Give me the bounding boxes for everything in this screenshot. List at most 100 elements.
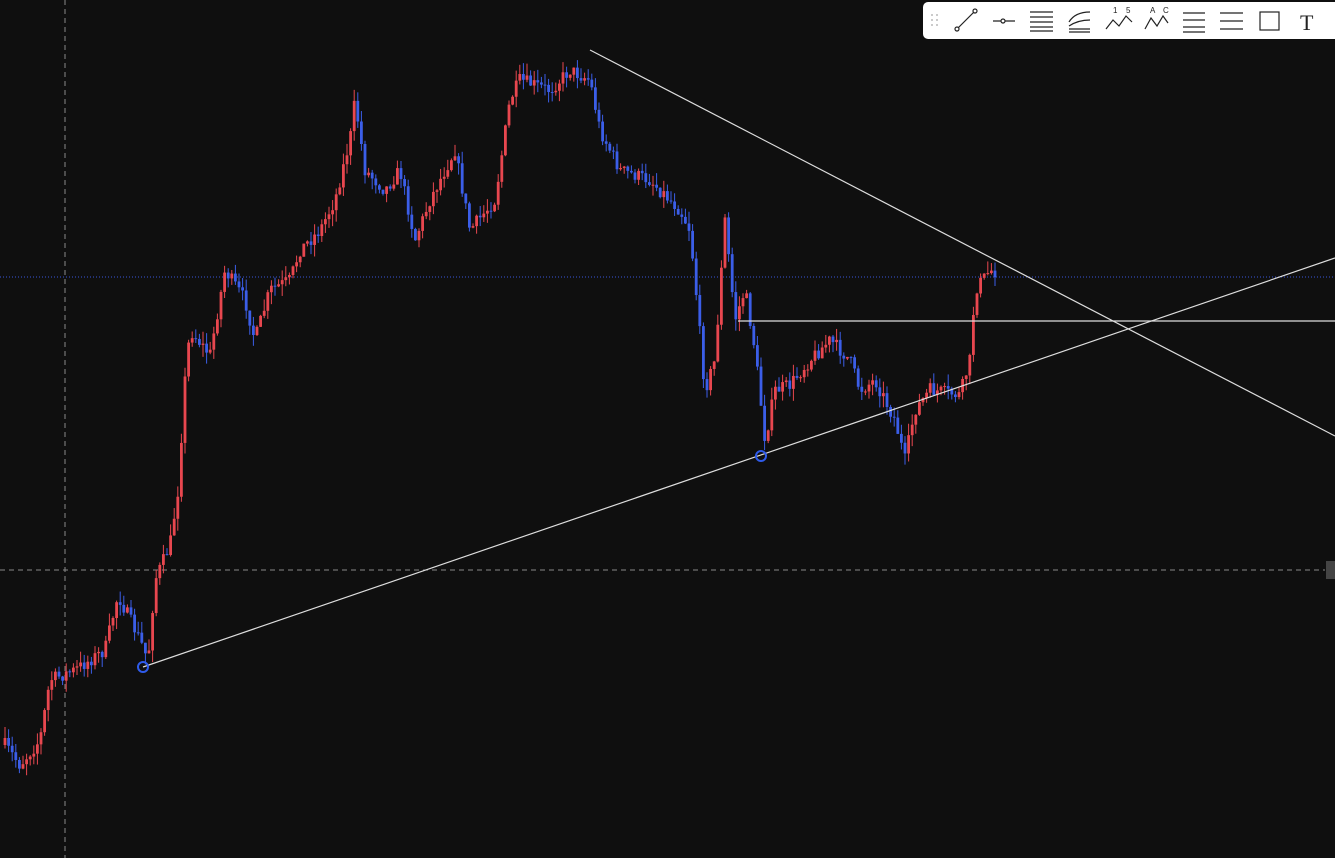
candle-body — [82, 662, 86, 669]
candle-body — [597, 109, 601, 122]
candle-body — [57, 671, 61, 677]
trend-line-tool[interactable] — [954, 8, 978, 32]
candle-body — [255, 326, 259, 336]
candle-body — [986, 273, 990, 275]
candle-body — [738, 306, 741, 320]
candle-body — [424, 211, 428, 217]
candle-body — [36, 744, 39, 754]
candle-body — [626, 166, 630, 171]
candle-body — [766, 430, 770, 441]
candles — [3, 60, 997, 776]
candle-body — [633, 172, 637, 180]
candle-body — [954, 394, 957, 398]
candle-body — [658, 187, 662, 198]
candle-body — [680, 214, 684, 217]
candle-body — [237, 281, 241, 288]
candle-body — [64, 671, 68, 681]
candle-body — [338, 187, 342, 195]
candle-body — [644, 173, 648, 183]
candle-body — [280, 280, 284, 285]
candle-body — [352, 100, 356, 132]
candle-body — [302, 243, 306, 257]
candle-body — [403, 179, 406, 187]
candle-body — [792, 375, 795, 389]
candle-body — [910, 424, 914, 436]
candle-body — [10, 745, 14, 753]
price-handle[interactable] — [1326, 561, 1335, 579]
rectangle-tool[interactable] — [1259, 11, 1280, 31]
candle-body — [309, 241, 313, 245]
parallel-channel-tool[interactable] — [1030, 11, 1053, 32]
candle-body — [788, 380, 792, 389]
candle-body — [716, 324, 720, 362]
candle-body — [205, 343, 208, 353]
candle-body — [345, 155, 349, 165]
candle-body — [169, 535, 172, 555]
candle-body — [781, 382, 784, 392]
drag-handle[interactable] — [931, 14, 938, 26]
candle-body — [939, 386, 943, 391]
candle-body — [511, 96, 514, 105]
candle-body — [586, 78, 590, 80]
candle-body — [831, 336, 835, 343]
candle-body — [720, 267, 723, 325]
candle-body — [817, 350, 820, 359]
candle-body — [730, 254, 734, 293]
candle-body — [734, 292, 738, 320]
candle-body — [712, 361, 716, 369]
candle-body — [7, 738, 10, 746]
candle-body — [522, 74, 525, 80]
candle-body — [565, 72, 568, 78]
candle-body — [421, 216, 424, 231]
candle-body — [896, 417, 900, 434]
candle-body — [32, 753, 36, 757]
candle-body — [878, 387, 882, 397]
trend-line[interactable] — [142, 257, 1335, 668]
candle-body — [417, 230, 421, 241]
fib-extension-tool[interactable] — [1220, 12, 1243, 30]
horizontal-ray-tool[interactable] — [993, 18, 1015, 24]
candle-body — [478, 215, 482, 218]
candle-body — [655, 184, 658, 188]
anchor-handle[interactable] — [755, 450, 767, 462]
candle-body — [705, 379, 709, 391]
fib-retracement-tool[interactable] — [1183, 12, 1205, 33]
candle-body — [259, 315, 262, 327]
candle-body — [684, 216, 687, 224]
candle-body — [799, 377, 802, 379]
candle-body — [709, 368, 712, 391]
candle-body — [28, 756, 32, 760]
candle-body — [158, 564, 162, 579]
candle-body — [115, 602, 118, 619]
candle-body — [162, 554, 165, 565]
candle-body — [190, 338, 194, 343]
candle-body — [532, 80, 536, 86]
anchor-handle[interactable] — [137, 661, 149, 673]
candle-body — [601, 121, 604, 142]
pattern-tool[interactable] — [1105, 15, 1133, 30]
tool-label: A — [1150, 6, 1156, 15]
candle-body — [561, 72, 565, 84]
candle-body — [248, 310, 252, 326]
abcd-tool[interactable] — [1144, 14, 1169, 30]
candle-body — [810, 360, 813, 370]
candle-body — [648, 182, 651, 185]
candle-body — [568, 74, 572, 78]
fib-channel-tool[interactable] — [1068, 11, 1091, 33]
trend-line[interactable] — [589, 49, 1335, 437]
candle-body — [619, 168, 622, 170]
candle-body — [853, 357, 856, 369]
candle-body — [727, 217, 730, 255]
candle-body — [914, 414, 918, 425]
text-tool[interactable]: T — [1300, 10, 1314, 35]
candle-body — [968, 354, 972, 376]
candle-body — [518, 74, 522, 81]
candle-body — [410, 214, 414, 229]
candle-body — [331, 210, 334, 215]
candle-body — [464, 193, 468, 204]
candle-body — [327, 214, 331, 220]
candle-body — [558, 83, 561, 91]
candle-body — [889, 406, 892, 417]
